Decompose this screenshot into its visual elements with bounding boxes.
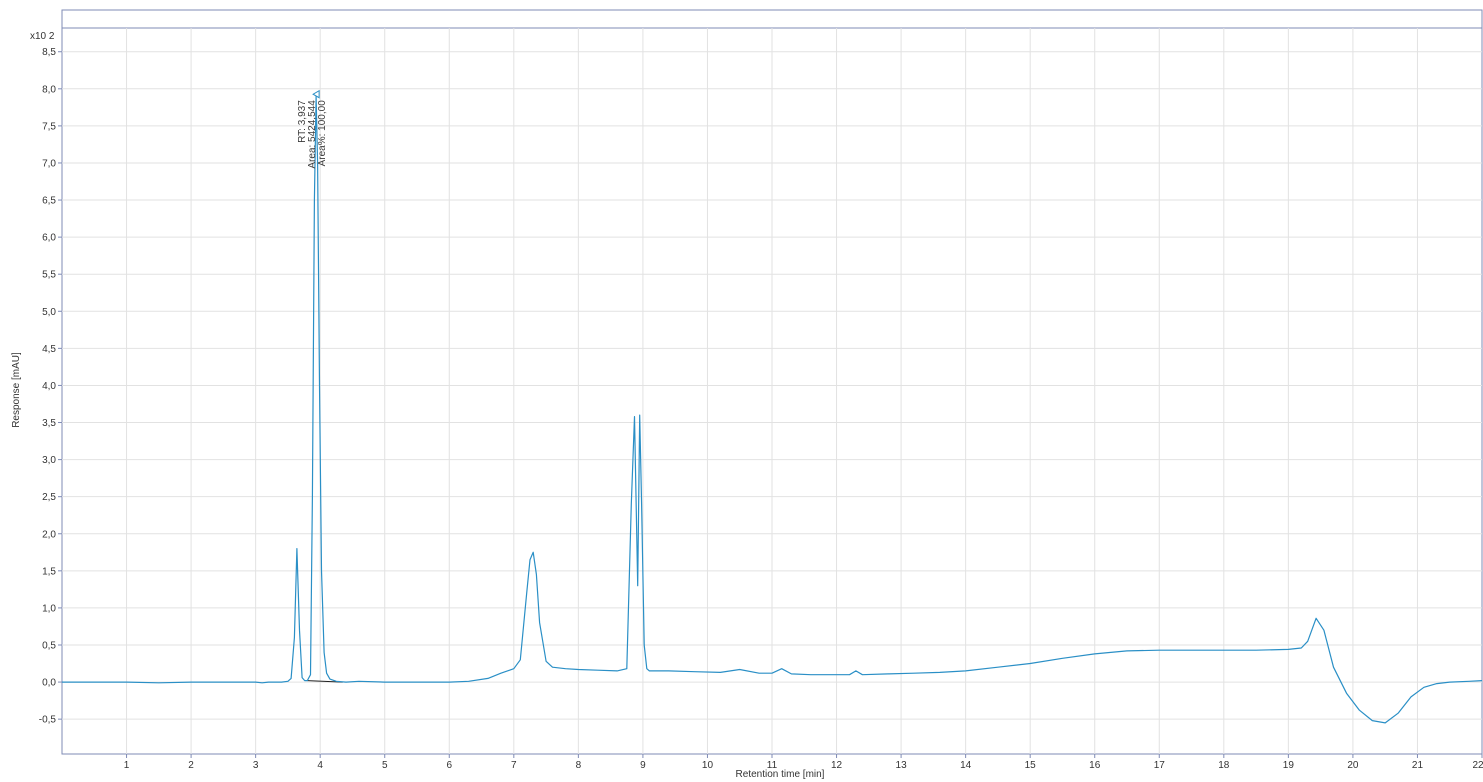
x-tick-label: 1 — [124, 760, 130, 771]
peak-annotation-text: Area%: 100,00 — [317, 100, 328, 167]
x-tick-label: 3 — [253, 760, 259, 771]
y-tick-label: 4,5 — [42, 344, 56, 355]
y-tick-label: 2,0 — [42, 529, 56, 540]
x-tick-label: 12 — [831, 760, 843, 771]
y-tick-label: 0,0 — [42, 678, 56, 689]
x-axis-title: Retention time [min] — [736, 769, 825, 780]
x-tick-label: 19 — [1283, 760, 1295, 771]
y-tick-label: 4,0 — [42, 381, 56, 392]
x-tick-label: 7 — [511, 760, 517, 771]
x-tick-label: 14 — [960, 760, 972, 771]
y-tick-label: 2,5 — [42, 492, 56, 503]
x-tick-label: 13 — [896, 760, 908, 771]
top-strip — [61, 9, 1483, 29]
grid — [62, 28, 1482, 754]
x-tick-label: 10 — [702, 760, 714, 771]
x-tick-label: 11 — [767, 760, 778, 771]
x-tick-label: 16 — [1089, 760, 1101, 771]
y-tick-label: 5,0 — [42, 307, 56, 318]
x-tick-label: 20 — [1347, 760, 1359, 771]
y-tick-label: -0,5 — [39, 715, 57, 726]
y-tick-label: 7,5 — [42, 121, 56, 132]
y-axis-title: Response [mAU] — [11, 352, 22, 428]
y-multiplier-label: x10 2 — [30, 31, 55, 42]
y-tick-label: 3,5 — [42, 418, 56, 429]
y-tick-label: 1,0 — [42, 603, 56, 614]
x-tick-label: 4 — [317, 760, 323, 771]
x-tick-label: 9 — [640, 760, 646, 771]
peak-annotations: RT: 3,937 Area: 5424,544 Area%: 100,00 — [297, 89, 328, 169]
series-group — [62, 95, 1483, 724]
y-tick-label: 6,0 — [42, 233, 56, 244]
y-tick-label: 8,5 — [42, 47, 56, 58]
x-tick-label: 6 — [446, 760, 452, 771]
x-tick-label: 15 — [1025, 760, 1037, 771]
peak-annotation-text: Area: 5424,544 — [307, 100, 318, 169]
x-tick-label: 2 — [188, 760, 194, 771]
y-tick-label: 6,5 — [42, 196, 56, 207]
y-tick-label: 8,0 — [42, 84, 56, 95]
y-tick-label: 5,5 — [42, 270, 56, 281]
y-tick-label: 1,5 — [42, 566, 56, 577]
x-axis-ticks: 1 2 3 4 5 6 7 8 9 10 11 12 13 14 15 16 17 18 19 20 21 22 — [124, 754, 1483, 771]
y-tick-label: 0,5 — [42, 640, 56, 651]
x-tick-label: 21 — [1412, 760, 1424, 771]
x-tick-label: 18 — [1218, 760, 1230, 771]
y-axis-ticks: -0,5 0,0 0,5 1,0 1,5 2,0 2,5 3,0 3,5 4,0 4,5 5,0 5,5… — [39, 47, 62, 726]
peak-annotation-text: RT: 3,937 — [297, 100, 308, 143]
y-tick-label: 3,0 — [42, 455, 56, 466]
x-tick-label: 5 — [382, 760, 388, 771]
x-tick-label: 17 — [1154, 760, 1166, 771]
chromatogram-trace — [62, 95, 1483, 724]
x-tick-label: 22 — [1472, 760, 1483, 771]
x-tick-label: 8 — [576, 760, 582, 771]
peak-marker-icon — [312, 89, 320, 99]
y-tick-label: 7,0 — [42, 158, 56, 169]
